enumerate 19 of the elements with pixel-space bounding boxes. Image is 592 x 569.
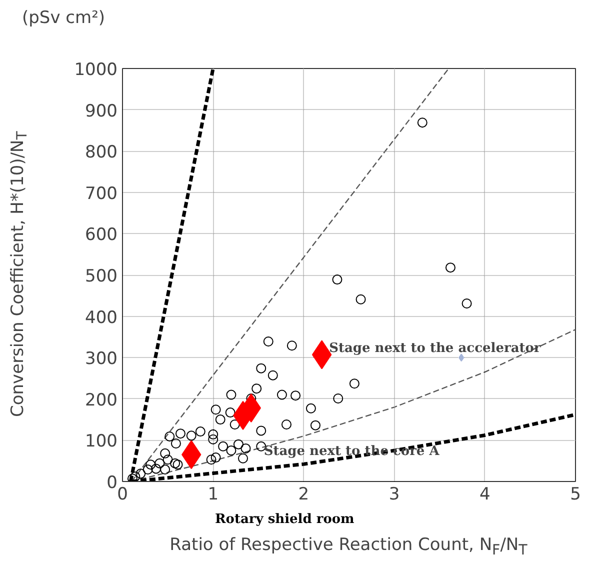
y-tick-label: 900 (85, 101, 118, 122)
y-tick-label: 100 (85, 432, 118, 452)
text: (pSv cm²) (21, 7, 106, 30)
annotation: Stage next to the accelerator (329, 341, 541, 356)
text: Rotary shield room (214, 511, 354, 529)
y-tick-label: 500 (85, 266, 118, 286)
y-tick-label: 200 (85, 390, 118, 410)
y-tick-label: 400 (85, 308, 118, 328)
y-tick-label: 600 (85, 225, 118, 246)
x-axis-title: Ratio of Respective Reaction Count, N$_{F}$/N$_{T}$ (168, 534, 528, 560)
x-tick-label: 5 (570, 484, 581, 504)
y-tick-label: 1000 (74, 60, 118, 80)
x-tick-label: 2 (298, 484, 310, 504)
x-tick-label: 1 (208, 484, 219, 504)
y-tick-label: 800 (85, 142, 118, 163)
x-tick-label: 4 (479, 484, 490, 504)
x-tick-label: 3 (388, 484, 400, 504)
y-tick-label: 300 (85, 349, 118, 370)
y-tick-label: 700 (85, 184, 118, 204)
